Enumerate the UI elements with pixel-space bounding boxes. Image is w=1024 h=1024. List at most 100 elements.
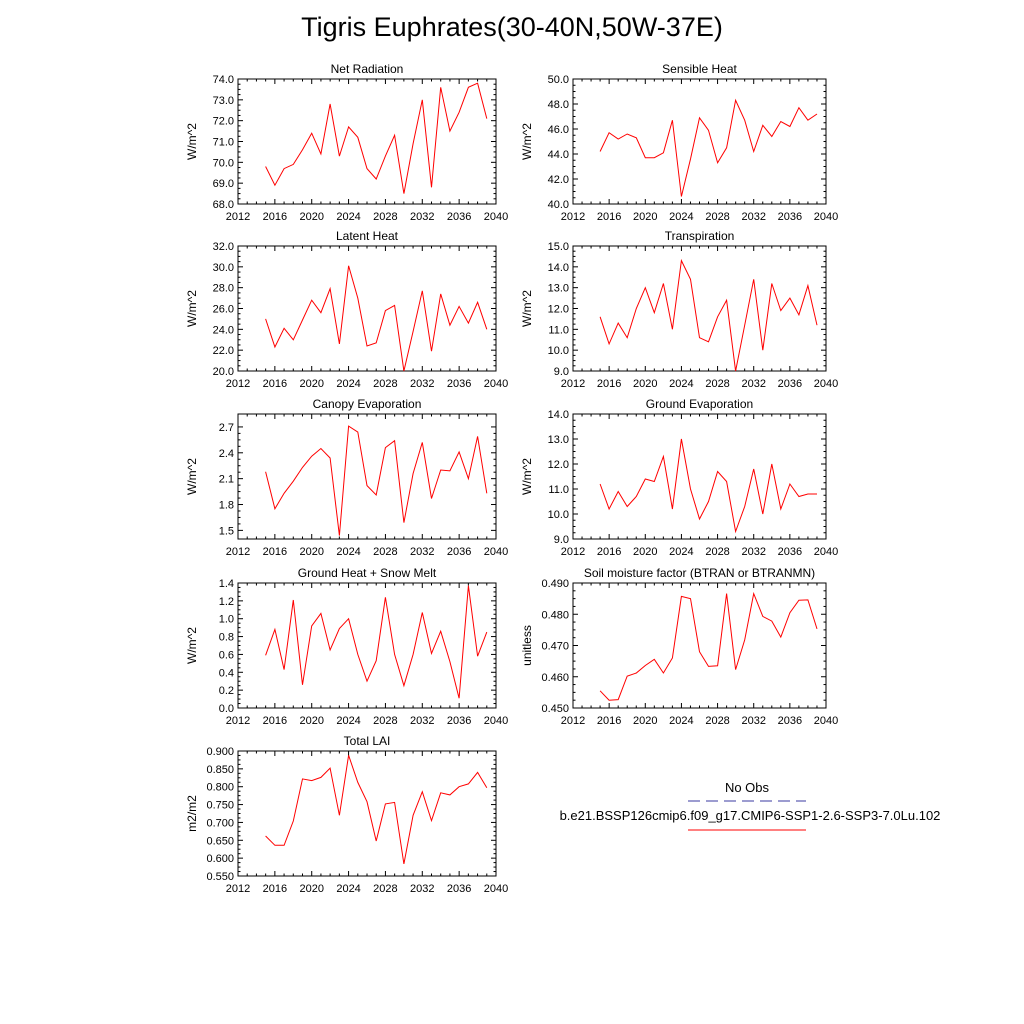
- x-tick-label: 2040: [484, 883, 508, 895]
- x-tick-label: 2024: [336, 378, 360, 390]
- y-tick-label: 0.450: [541, 703, 569, 715]
- y-tick-label: 14.0: [548, 262, 569, 274]
- x-tick-label: 2020: [299, 715, 323, 727]
- x-tick-label: 2024: [336, 546, 360, 558]
- x-tick-label: 2032: [741, 715, 765, 727]
- x-tick-label: 2020: [633, 546, 657, 558]
- x-tick-label: 2020: [633, 715, 657, 727]
- series-line: [265, 755, 488, 864]
- x-tick-label: 2024: [336, 211, 360, 223]
- x-tick-label: 2036: [778, 211, 802, 223]
- x-tick-label: 2028: [705, 715, 729, 727]
- plot-frame: [237, 78, 497, 205]
- y-tick-label: 22.0: [213, 345, 234, 357]
- plot-frame: [572, 245, 827, 372]
- y-axis-label: W/m^2: [520, 458, 534, 495]
- y-tick-label: 12.0: [548, 304, 569, 316]
- legend-label-no-obs: No Obs: [725, 780, 770, 795]
- x-tick-label: 2028: [373, 715, 397, 727]
- y-tick-label: 2.7: [219, 422, 234, 434]
- x-tick-label: 2012: [226, 546, 250, 558]
- x-tick-label: 2012: [226, 378, 250, 390]
- panel-title: Total LAI: [344, 734, 391, 748]
- plot-frame: [572, 78, 827, 205]
- y-tick-label: 9.0: [554, 366, 569, 378]
- x-tick-label: 2016: [597, 378, 621, 390]
- x-tick-label: 2016: [263, 378, 287, 390]
- y-tick-label: 24.0: [213, 324, 234, 336]
- x-tick-label: 2016: [263, 211, 287, 223]
- x-tick-label: 2012: [561, 715, 585, 727]
- x-tick-label: 2036: [447, 883, 471, 895]
- x-tick-label: 2024: [669, 211, 693, 223]
- x-tick-label: 2012: [226, 883, 250, 895]
- series-line: [599, 258, 818, 372]
- x-tick-label: 2032: [410, 378, 434, 390]
- x-tick-label: 2028: [373, 211, 397, 223]
- x-tick-label: 2032: [410, 211, 434, 223]
- y-axis-label: W/m^2: [185, 458, 199, 495]
- panel-title: Transpiration: [665, 229, 735, 243]
- y-tick-label: 0.4: [219, 667, 234, 679]
- x-tick-label: 2012: [561, 378, 585, 390]
- y-tick-label: 1.8: [219, 500, 234, 512]
- y-tick-label: 9.0: [554, 534, 569, 546]
- x-tick-label: 2024: [336, 715, 360, 727]
- y-tick-label: 20.0: [213, 366, 234, 378]
- series-line: [265, 585, 488, 699]
- y-tick-label: 0.8: [219, 632, 234, 644]
- y-tick-label: 15.0: [548, 241, 569, 253]
- x-tick-label: 2036: [447, 715, 471, 727]
- x-tick-label: 2020: [299, 546, 323, 558]
- y-axis-label: unitless: [520, 625, 534, 666]
- y-tick-label: 40.0: [548, 199, 569, 211]
- panel-7: Ground Heat + Snow Melt 2012 2016 2020 2024 2…: [185, 566, 508, 727]
- y-tick-label: 0.750: [206, 800, 234, 812]
- y-axis-label: m2/m2: [185, 795, 199, 832]
- x-tick-label: 2012: [561, 546, 585, 558]
- x-tick-label: 2012: [561, 211, 585, 223]
- y-axis-label: W/m^2: [185, 627, 199, 664]
- y-tick-label: 28.0: [213, 283, 234, 295]
- x-tick-label: 2040: [484, 378, 508, 390]
- x-tick-label: 2028: [373, 378, 397, 390]
- y-tick-label: 13.0: [548, 434, 569, 446]
- x-tick-label: 2040: [484, 211, 508, 223]
- x-tick-label: 2016: [597, 211, 621, 223]
- x-tick-label: 2032: [410, 715, 434, 727]
- series-line: [599, 98, 818, 197]
- x-tick-label: 2036: [447, 546, 471, 558]
- series-line: [265, 82, 488, 194]
- y-tick-label: 48.0: [548, 99, 569, 111]
- panel-3: Latent Heat 2012 2016 2020 2024 2028 2032 2036 2…: [185, 229, 508, 390]
- series-line: [265, 265, 488, 372]
- panel-2: Sensible Heat 2012 2016 2020 2024 2028 2032 203…: [520, 62, 838, 223]
- x-tick-label: 2020: [633, 211, 657, 223]
- y-axis-label: W/m^2: [520, 290, 534, 327]
- y-tick-label: 69.0: [213, 178, 234, 190]
- x-tick-label: 2012: [226, 211, 250, 223]
- x-tick-label: 2028: [705, 546, 729, 558]
- panel-5: Canopy Evaporation 2012 2016 2020 2024 2028 20…: [185, 397, 508, 558]
- x-tick-label: 2024: [669, 715, 693, 727]
- series-line: [265, 425, 488, 536]
- y-tick-label: 0.2: [219, 685, 234, 697]
- panel-1: Net Radiation 2012 2016 2020 2024 2028 2032 203…: [185, 62, 508, 223]
- panel-title: Net Radiation: [331, 62, 404, 76]
- x-tick-label: 2020: [299, 378, 323, 390]
- panel-8: Soil moisture factor (BTRAN or BTRANMN) 2…: [520, 566, 838, 727]
- y-tick-label: 32.0: [213, 241, 234, 253]
- y-tick-label: 73.0: [213, 95, 234, 107]
- x-tick-label: 2032: [741, 546, 765, 558]
- y-tick-label: 13.0: [548, 283, 569, 295]
- y-tick-label: 72.0: [213, 116, 234, 128]
- panel-title: Ground Heat + Snow Melt: [298, 566, 437, 580]
- y-axis-label: W/m^2: [520, 123, 534, 160]
- x-tick-label: 2032: [741, 211, 765, 223]
- y-tick-label: 46.0: [548, 124, 569, 136]
- x-tick-label: 2016: [263, 883, 287, 895]
- x-tick-label: 2036: [778, 546, 802, 558]
- x-tick-label: 2040: [484, 715, 508, 727]
- y-tick-label: 0.650: [206, 835, 234, 847]
